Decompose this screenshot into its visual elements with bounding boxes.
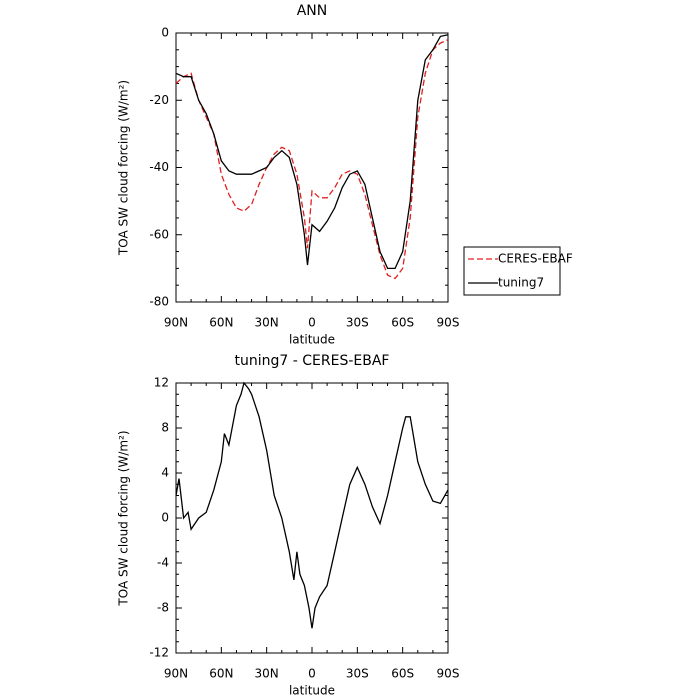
legend-label: tuning7 bbox=[498, 276, 544, 290]
data-line bbox=[175, 34, 449, 270]
y-axis-label: TOA SW cloud forcing (W/m²) bbox=[117, 80, 131, 256]
y-tick-label: 0 bbox=[161, 511, 169, 525]
data-line bbox=[175, 381, 449, 629]
chart-title: tuning7 - CERES-EBAF bbox=[235, 353, 390, 369]
x-tick-label: 30S bbox=[346, 316, 369, 330]
plot-frame bbox=[175, 382, 449, 654]
y-tick-label: 8 bbox=[161, 421, 169, 435]
x-tick-label: 30N bbox=[255, 316, 279, 330]
x-tick-label: 60N bbox=[209, 667, 233, 681]
data-line bbox=[175, 39, 449, 280]
x-tick-label: 30N bbox=[255, 667, 279, 681]
x-tick-label: 0 bbox=[308, 316, 316, 330]
y-axis-label: TOA SW cloud forcing (W/m²) bbox=[117, 430, 131, 606]
y-tick-label: -20 bbox=[149, 93, 169, 107]
y-tick-label: 4 bbox=[161, 466, 169, 480]
x-axis-label: latitude bbox=[289, 333, 335, 347]
x-tick-label: 90S bbox=[437, 316, 460, 330]
y-tick-label: 12 bbox=[154, 376, 169, 390]
x-tick-label: 60N bbox=[209, 316, 233, 330]
x-tick-label: 0 bbox=[308, 667, 316, 681]
legend-label: CERES-EBAF bbox=[498, 252, 573, 266]
y-tick-label: -12 bbox=[149, 646, 169, 660]
x-tick-label: 60S bbox=[391, 316, 414, 330]
y-tick-label: 0 bbox=[161, 26, 169, 40]
x-tick-label: 90S bbox=[437, 667, 460, 681]
x-tick-label: 90N bbox=[164, 667, 188, 681]
x-tick-label: 30S bbox=[346, 667, 369, 681]
y-tick-label: -8 bbox=[157, 601, 169, 615]
x-tick-label: 60S bbox=[391, 667, 414, 681]
y-tick-label: -4 bbox=[157, 556, 169, 570]
y-tick-label: -60 bbox=[149, 227, 169, 241]
chart-title: ANN bbox=[297, 3, 328, 19]
x-tick-label: 90N bbox=[164, 316, 188, 330]
plot-frame bbox=[175, 32, 449, 303]
legend-box bbox=[463, 246, 561, 296]
x-axis-label: latitude bbox=[289, 684, 335, 698]
y-tick-label: -40 bbox=[149, 160, 169, 174]
y-tick-label: -80 bbox=[149, 295, 169, 309]
